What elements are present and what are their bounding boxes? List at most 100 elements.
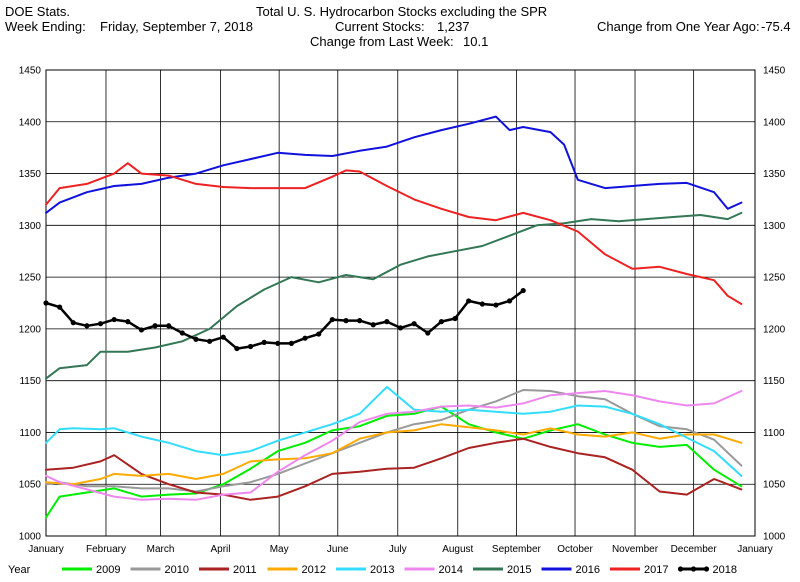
legend-label-2009: 2009	[96, 564, 120, 576]
x-tick-label: February	[86, 544, 126, 555]
y-tick-label-right: 1300	[763, 221, 786, 232]
series-point-2018	[329, 316, 335, 323]
y-tick-label-right: 1000	[763, 532, 786, 543]
x-tick-label: May	[270, 544, 289, 555]
series-point-2018	[520, 287, 526, 294]
current-stocks-value: 1,237	[437, 19, 470, 34]
chart-title: Total U. S. Hydrocarbon Stocks excluding…	[256, 4, 548, 19]
legend-label-2013: 2013	[370, 564, 394, 576]
x-tick-label: September	[492, 544, 542, 555]
y-tick-label-right: 1050	[763, 480, 786, 491]
series-point-2018	[97, 321, 104, 327]
x-tick-label: November	[612, 544, 659, 555]
series-point-2018	[220, 334, 226, 340]
series-point-2018	[125, 319, 131, 325]
series-line-2011	[45, 437, 743, 501]
x-tick-label: January	[28, 544, 64, 555]
change-week-value: 10.1	[463, 34, 489, 49]
series-point-2018	[275, 340, 281, 346]
legend-label-2017: 2017	[644, 564, 668, 576]
y-tick-label-left: 1100	[19, 428, 41, 439]
series-point-2018	[57, 304, 63, 310]
current-stocks-label: Current Stocks:	[335, 19, 425, 34]
series-point-2018	[302, 335, 308, 341]
x-tick-label: August	[442, 544, 473, 555]
y-tick-label-left: 1300	[19, 221, 42, 232]
legend-label-2010: 2010	[165, 564, 189, 576]
series-point-2018	[166, 323, 172, 329]
series-point-2018	[343, 318, 349, 324]
series-point-2018	[138, 327, 145, 333]
change-year-label: Change from One Year Ago:	[597, 19, 760, 34]
y-tick-label-right: 1150	[763, 376, 785, 387]
series-point-2018	[193, 336, 199, 342]
series-point-2018	[179, 330, 185, 336]
series-line-2014	[45, 390, 743, 501]
series-point-2018	[356, 318, 363, 324]
y-tick-label-right: 1200	[763, 324, 786, 335]
series-point-2018	[397, 325, 404, 331]
series-line-2015	[45, 211, 743, 380]
series-point-2018	[479, 301, 485, 307]
series-point-2018	[411, 321, 417, 327]
series-point-2018	[70, 320, 76, 326]
y-tick-label-left: 1000	[19, 532, 42, 543]
change-year-value: -75.4	[761, 19, 791, 34]
series-point-2018	[43, 300, 49, 306]
legend-marker-2018	[677, 566, 684, 572]
series-point-2018	[370, 322, 376, 328]
y-tick-label-left: 1250	[19, 273, 42, 284]
series-point-2018	[452, 315, 458, 322]
legend-label-2015: 2015	[507, 564, 531, 576]
header-week-ending-label: Week Ending:	[5, 19, 86, 34]
y-tick-label-right: 1350	[763, 169, 786, 180]
series-point-2018	[111, 316, 117, 323]
y-tick-label-left: 1050	[19, 480, 42, 491]
y-tick-label-right: 1400	[763, 117, 786, 128]
legend-marker-2018	[690, 566, 697, 572]
x-tick-label: October	[557, 544, 593, 555]
series-point-2018	[84, 323, 90, 329]
y-tick-label-left: 1400	[19, 117, 42, 128]
series-point-2018	[493, 302, 499, 308]
series-point-2018	[384, 319, 390, 325]
legend-label-2014: 2014	[439, 564, 463, 576]
series-point-2018	[261, 339, 267, 345]
x-tick-label: July	[389, 544, 407, 555]
legend-label-2016: 2016	[576, 564, 600, 576]
series-point-2018	[316, 331, 322, 337]
change-week-label: Change from Last Week:	[310, 34, 454, 49]
series-line-2017	[45, 162, 743, 305]
legend-label-2011: 2011	[233, 564, 257, 576]
x-tick-label: March	[147, 544, 175, 555]
series-point-2018	[425, 330, 431, 336]
x-tick-label: June	[327, 544, 349, 555]
header-week-ending-value: Friday, September 7, 2018	[100, 19, 253, 34]
header-stats-label: DOE Stats.	[5, 4, 71, 19]
x-tick-label: January	[737, 544, 773, 555]
y-tick-label-left: 1450	[19, 66, 42, 77]
y-tick-label-left: 1350	[19, 169, 42, 180]
series-point-2018	[234, 345, 240, 352]
x-tick-label: December	[671, 544, 718, 555]
series-point-2018	[288, 340, 295, 346]
series-point-2018	[438, 319, 445, 325]
series-line-2009	[45, 405, 743, 519]
series-point-2018	[207, 338, 213, 344]
y-tick-label-right: 1450	[763, 66, 786, 77]
x-tick-label: April	[211, 544, 231, 555]
series-point-2018	[466, 298, 472, 304]
y-tick-label-right: 1250	[763, 273, 786, 284]
legend-marker-2018	[703, 566, 710, 572]
y-tick-label-right: 1100	[763, 428, 785, 439]
legend-label-2012: 2012	[302, 564, 326, 576]
y-tick-label-left: 1150	[19, 376, 41, 387]
series-line-2016	[45, 115, 743, 214]
plot-area	[46, 70, 755, 536]
legend-title: Year	[8, 564, 31, 576]
legend-label-2018: 2018	[713, 564, 737, 576]
series-line-2012	[45, 423, 743, 486]
series-point-2018	[152, 323, 158, 329]
series-line-2013	[45, 385, 743, 477]
